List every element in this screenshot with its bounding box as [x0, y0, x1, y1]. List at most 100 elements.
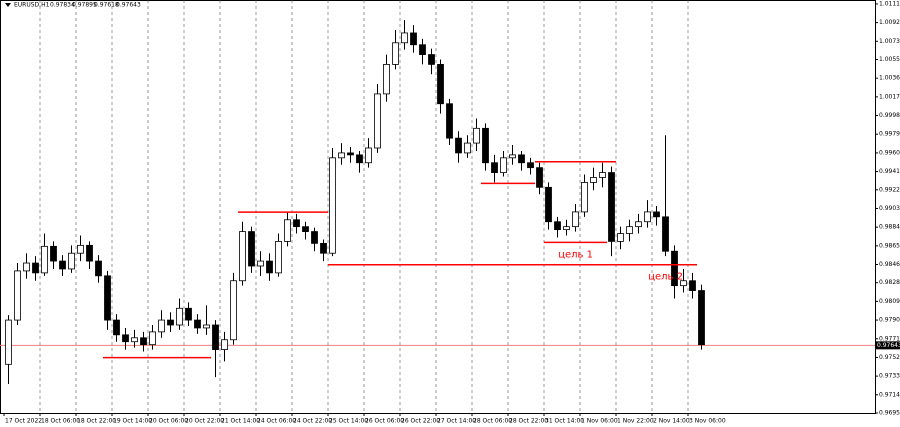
title-value: 0.97834: [50, 2, 75, 9]
candle-body: [68, 252, 75, 270]
candle-body: [284, 219, 291, 242]
candle-body: [257, 260, 264, 267]
x-tick-label: 18 Oct 22:00: [77, 418, 116, 425]
candle-body: [401, 32, 408, 44]
candle-body: [266, 260, 273, 274]
x-tick-label: 26 Oct 22:00: [401, 418, 440, 425]
candle-body: [446, 103, 453, 139]
candle-body: [698, 290, 705, 346]
candle-body: [158, 319, 165, 333]
level-label: цель 2: [648, 272, 683, 283]
plot-frame: [0, 0, 876, 414]
y-tick-label: 0.98465: [879, 261, 900, 268]
candle-body: [338, 152, 345, 159]
candle-body: [50, 245, 57, 262]
candle-body: [248, 231, 255, 267]
candle-body: [113, 319, 120, 336]
y-tick-label: 1.00925: [879, 19, 900, 26]
candle-body: [203, 324, 210, 329]
candle-body: [689, 280, 696, 291]
candle-body: [131, 337, 138, 343]
candle-body: [680, 280, 687, 287]
y-tick-label: 1.00360: [879, 75, 900, 82]
candle-body: [212, 324, 219, 350]
level-label: цель 1: [558, 249, 593, 260]
candle-body: [140, 337, 147, 346]
candle-body: [185, 307, 192, 321]
current-price-label: 0.97643: [877, 342, 900, 349]
candle-body: [14, 270, 21, 321]
candle-body: [563, 226, 570, 231]
candle-body: [86, 244, 93, 262]
candle-body: [122, 334, 129, 343]
candle-body: [104, 275, 111, 321]
candle-body: [311, 231, 318, 244]
candle-body: [230, 280, 237, 341]
x-tick-label: 28 Oct 06:00: [473, 418, 512, 425]
candle-body: [356, 154, 363, 164]
candle-body: [455, 137, 462, 154]
y-tick-label: 0.98655: [879, 242, 900, 249]
y-tick-label: 0.99225: [879, 186, 900, 193]
candle-body: [419, 44, 426, 55]
candle-body: [59, 260, 66, 270]
candle-body: [536, 167, 543, 188]
candle-body: [473, 127, 480, 144]
y-tick-label: 0.99035: [879, 205, 900, 212]
candle-body: [671, 250, 678, 287]
candle-body: [239, 231, 246, 282]
x-tick-label: 20 Oct 22:00: [185, 418, 224, 425]
x-tick-label: 1 Nov 06:00: [581, 418, 618, 425]
x-tick-label: 25 Oct 14:00: [329, 418, 368, 425]
candle-body: [374, 93, 381, 149]
candle-body: [518, 154, 525, 164]
x-tick-label: 28 Oct 22:00: [509, 418, 548, 425]
candle-body: [662, 216, 669, 252]
candle-body: [41, 245, 48, 274]
candle-body: [347, 152, 354, 156]
candle-body: [599, 172, 606, 178]
x-tick-label: 21 Oct 14:00: [221, 418, 260, 425]
candle-body: [149, 331, 156, 346]
candle-body: [464, 142, 471, 154]
y-tick-label: 1.00550: [879, 56, 900, 63]
x-tick-label: 17 Oct 2022: [5, 418, 42, 425]
candle-body: [644, 211, 651, 223]
x-tick-label: 19 Oct 14:00: [113, 418, 152, 425]
candle-body: [95, 260, 102, 277]
x-tick-label: 1 Nov 22:00: [617, 418, 654, 425]
x-tick-label: 24 Oct 22:00: [293, 418, 332, 425]
menu-arrow[interactable]: [5, 3, 11, 7]
candle-body: [365, 147, 372, 164]
x-tick-label: 18 Oct 06:00: [41, 418, 80, 425]
candle-body: [635, 221, 642, 228]
chart-title: EURUSD,H1: [14, 2, 50, 9]
candle-body: [608, 172, 615, 242]
candle-body: [491, 162, 498, 173]
y-tick-label: 0.96955: [879, 410, 900, 417]
candle-body: [32, 262, 39, 274]
candle-body: [509, 154, 516, 159]
candle-body: [554, 221, 561, 231]
candle-body: [77, 244, 84, 254]
candle-body: [572, 211, 579, 228]
y-tick-label: 1.00735: [879, 38, 900, 45]
x-tick-label: 2 Nov 14:00: [653, 418, 690, 425]
candle-body: [428, 54, 435, 65]
y-tick-label: 1.01115: [879, 0, 900, 7]
candle-body: [194, 319, 201, 329]
x-tick-label: 27 Oct 14:00: [437, 418, 476, 425]
candle-body: [500, 157, 507, 173]
candle-body: [545, 186, 552, 223]
y-tick-label: 0.98845: [879, 224, 900, 231]
candle-body: [302, 226, 309, 232]
candle-body: [293, 219, 300, 228]
